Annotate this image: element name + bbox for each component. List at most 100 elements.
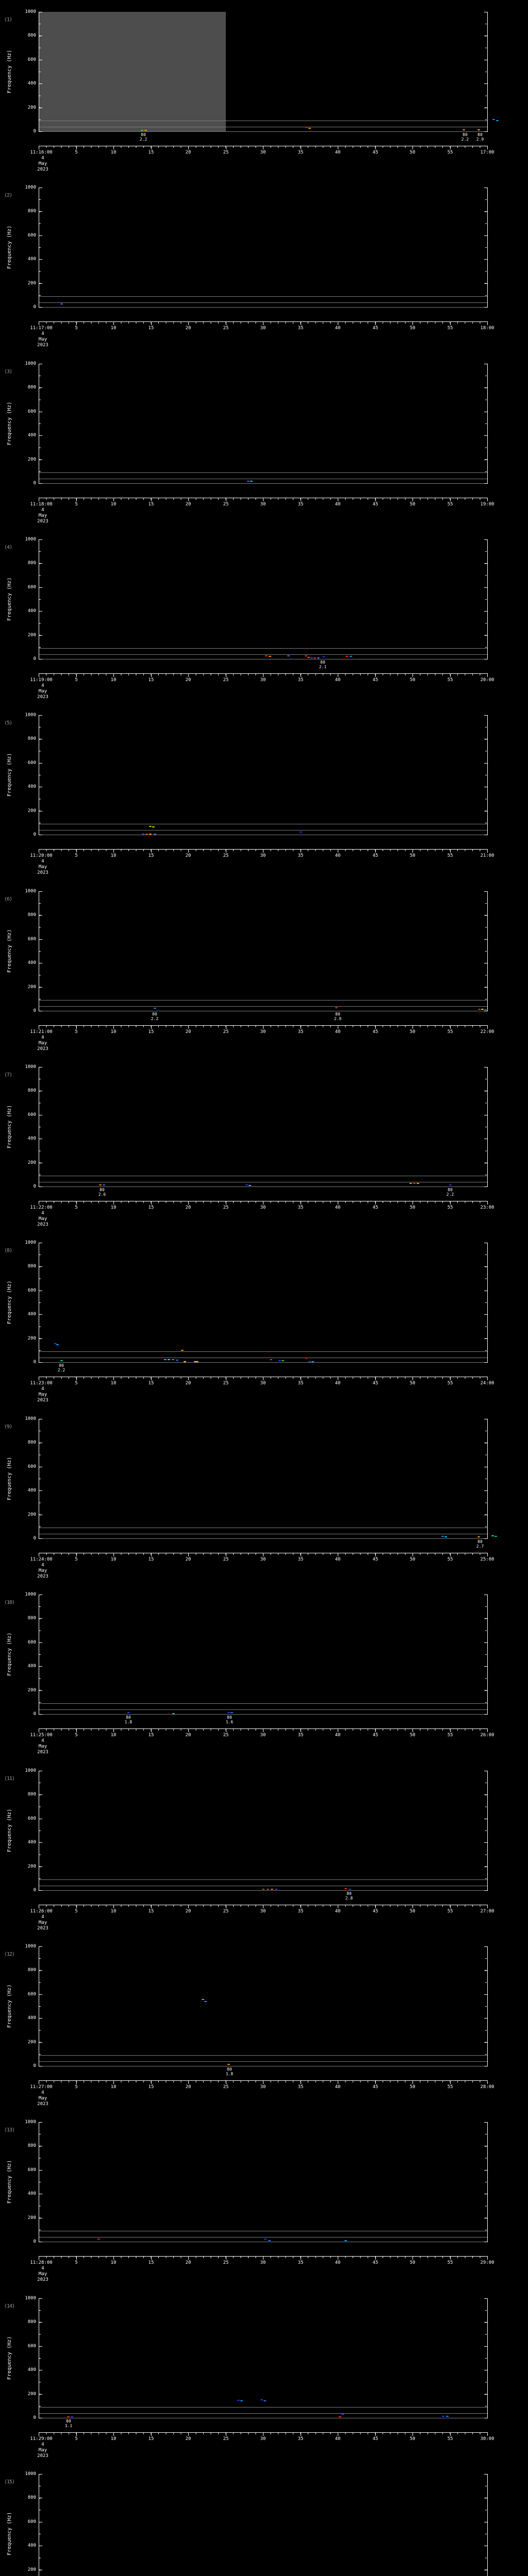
event-label-top: 80 — [477, 132, 483, 137]
x-tick-label: 50 — [409, 2260, 416, 2265]
x-axis-tick — [412, 1905, 413, 1908]
x-axis-date: 2023 — [37, 1222, 48, 1227]
panel-index-label: (1) — [4, 17, 12, 23]
x-tick-label: 55 — [447, 1205, 453, 1210]
x-axis-tick — [151, 674, 152, 677]
x-tick-label: 15 — [148, 326, 154, 331]
x-axis-tick — [113, 674, 114, 677]
x-tick-label: 40 — [335, 2260, 341, 2265]
y-axis-title: Frequency (Hz) — [7, 1105, 12, 1148]
x-axis-tick — [76, 1201, 77, 1205]
x-tick-label: 30 — [260, 502, 266, 507]
x-tick-label: 30 — [260, 150, 266, 155]
gridline — [39, 483, 487, 484]
x-axis-tick — [450, 1553, 451, 1556]
x-tick-label: 10 — [110, 2436, 117, 2442]
y-axis-tick — [39, 1690, 42, 1691]
y-axis-tick — [39, 891, 42, 892]
x-axis-end-time: 29:00 — [480, 2260, 494, 2265]
y-tick-label: 400 — [27, 1664, 36, 1669]
x-axis-tick — [188, 1026, 189, 1029]
x-axis-tick — [412, 2257, 413, 2260]
y-tick-label: 0 — [33, 1360, 36, 1365]
x-tick-label: 55 — [447, 1381, 453, 1386]
y-tick-label: 600 — [27, 1816, 36, 1821]
data-point — [181, 1349, 184, 1351]
y-tick-label: 1000 — [25, 889, 36, 894]
x-tick-label: 45 — [372, 1909, 378, 1914]
x-tick-label: 50 — [409, 2436, 416, 2442]
y-axis-tick — [39, 1946, 42, 1947]
x-axis-date: 2023 — [37, 694, 48, 700]
y-tick-label: 800 — [27, 33, 36, 38]
x-axis-date: 4 — [41, 1563, 44, 1568]
panel-index-label: (6) — [4, 896, 12, 902]
data-point — [349, 656, 352, 657]
x-tick-label: 50 — [409, 1381, 416, 1386]
y-axis-tick — [39, 1338, 42, 1339]
x-axis-tick — [113, 2433, 114, 2436]
x-axis-date: 2023 — [37, 167, 48, 172]
x-axis-tick — [151, 498, 152, 501]
x-axis-tick — [412, 1026, 413, 1029]
x-axis-line — [39, 1728, 488, 1729]
x-tick-label: 50 — [409, 150, 416, 155]
x-axis-date: May — [38, 2096, 47, 2101]
y-tick-label: 0 — [33, 2415, 36, 2420]
y-tick-label: 0 — [33, 1711, 36, 1717]
x-axis-tick — [188, 322, 189, 325]
x-tick-label: 30 — [260, 2436, 266, 2442]
x-axis-tick — [76, 322, 77, 325]
y-tick-label: 200 — [27, 985, 36, 990]
y-tick-label: 1000 — [25, 2120, 36, 2125]
x-tick-label: 40 — [335, 677, 341, 683]
data-point — [70, 2416, 73, 2418]
x-tick-label: 35 — [298, 1029, 304, 1035]
x-axis-line — [39, 1025, 488, 1026]
data-point — [278, 1360, 281, 1361]
y-axis-tick — [484, 235, 487, 236]
x-tick-label: 25 — [223, 1029, 229, 1035]
gridline — [39, 2413, 487, 2414]
x-axis-tick — [487, 2257, 488, 2260]
y-axis-tick — [484, 915, 487, 916]
y-tick-label: 1000 — [25, 1240, 36, 1245]
gridline — [39, 2061, 487, 2062]
x-axis-date: May — [38, 1744, 47, 1749]
gridline — [39, 1890, 487, 1891]
x-axis-date: May — [38, 689, 47, 694]
y-axis-tick — [39, 211, 42, 212]
panel-index-label: (2) — [4, 193, 12, 198]
data-point — [417, 1183, 420, 1184]
x-tick-label: 30 — [260, 2084, 266, 2090]
x-tick-label: 20 — [185, 1381, 191, 1386]
data-point — [446, 2416, 449, 2417]
y-tick-label: 400 — [27, 784, 36, 789]
y-tick-label: 800 — [27, 1440, 36, 1445]
x-tick-label: 20 — [185, 1205, 191, 1210]
x-tick-label: 50 — [409, 1205, 416, 1210]
x-axis-start-time: 11:21:00 — [30, 1029, 53, 1035]
y-tick-label: 600 — [27, 760, 36, 766]
y-tick-label: 600 — [27, 1112, 36, 1117]
x-tick-label: 25 — [223, 2260, 229, 2265]
x-tick-label: 25 — [223, 2436, 229, 2442]
event-label-top: 80 — [126, 1715, 131, 1720]
x-axis-tick — [76, 498, 77, 501]
x-axis-end-time: 24:00 — [480, 1381, 494, 1386]
x-axis-tick — [487, 674, 488, 677]
x-axis-tick — [151, 146, 152, 149]
y-tick-label: 1000 — [25, 2471, 36, 2477]
x-axis-tick — [188, 1553, 189, 1556]
panel-index-label: (9) — [4, 1424, 12, 1430]
x-tick-label: 55 — [447, 502, 453, 507]
x-tick-label: 10 — [110, 677, 117, 683]
spectrogram-panel: (5) Frequency (Hz) 0 200 400 600 800 1000 5 10 1… — [0, 703, 528, 879]
x-axis-tick — [375, 322, 376, 325]
x-axis-tick — [188, 1377, 189, 1380]
data-point — [442, 2415, 445, 2417]
gridline — [39, 131, 487, 132]
x-axis-tick — [188, 2081, 189, 2084]
x-tick-label: 45 — [372, 1381, 378, 1386]
y-axis-title: Frequency (Hz) — [7, 1632, 12, 1676]
